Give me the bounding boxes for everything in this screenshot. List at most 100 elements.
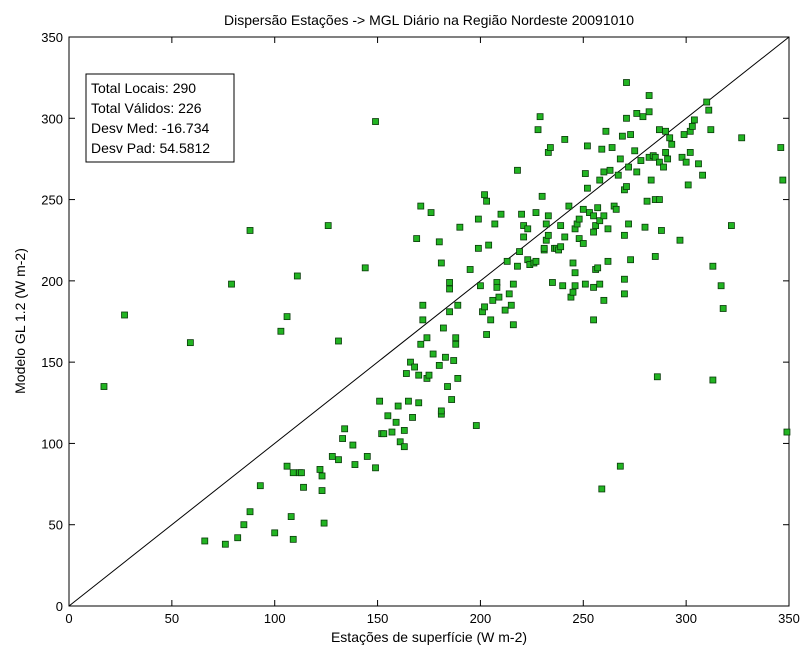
data-point [598, 145, 606, 153]
x-tick-label: 300 [675, 611, 697, 626]
data-point [584, 142, 591, 150]
data-point [645, 92, 653, 99]
data-point [444, 383, 451, 390]
data-point [234, 534, 242, 542]
stats-total-validos: Total Válidos: 226 [91, 100, 202, 116]
data-point [450, 357, 458, 364]
x-tick-label: 50 [165, 611, 179, 626]
data-point [483, 197, 491, 205]
data-point [549, 279, 556, 286]
data-point [579, 240, 587, 247]
data-point [417, 202, 425, 210]
data-point [392, 418, 400, 426]
data-point [246, 508, 254, 516]
data-point [423, 334, 431, 342]
data-point [651, 253, 659, 260]
data-point [501, 306, 509, 314]
data-point [351, 461, 359, 468]
data-point [569, 288, 577, 296]
data-point [703, 98, 711, 106]
data-point [647, 176, 655, 184]
data-point [616, 462, 624, 470]
data-point [318, 487, 326, 494]
data-point [565, 202, 573, 210]
data-point [660, 163, 667, 171]
stats-desv-pad: Desv Pad: 54.5812 [91, 140, 210, 156]
data-point [571, 282, 579, 290]
data-point [627, 256, 634, 264]
data-point [779, 176, 787, 184]
data-point [507, 301, 515, 309]
data-point [509, 321, 517, 329]
data-point [688, 123, 696, 130]
data-point [121, 311, 128, 319]
data-point [678, 153, 686, 161]
data-point [594, 264, 602, 272]
data-point [400, 443, 408, 451]
data-point [324, 222, 332, 229]
data-point [316, 466, 324, 473]
data-point [621, 275, 628, 283]
data-point [341, 425, 349, 433]
stats-desv-med: Desv Med: -16.734 [91, 120, 209, 136]
y-tick-label: 100 [41, 436, 63, 451]
data-point [427, 209, 435, 216]
data-point [363, 453, 371, 460]
data-point [534, 126, 542, 134]
data-point [454, 374, 462, 382]
data-point [394, 402, 402, 410]
data-point [452, 334, 460, 342]
data-point [641, 223, 649, 231]
y-ticks: 0 50 100 150 200 250 300 350 [41, 30, 789, 614]
data-point [446, 279, 453, 286]
data-point [456, 223, 464, 231]
data-point [777, 144, 785, 151]
stats-total-locais: Total Locais: 290 [91, 80, 196, 96]
data-point [590, 283, 597, 291]
reference-line-group [68, 36, 790, 607]
data-point [614, 171, 622, 179]
data-point [446, 308, 453, 316]
data-point [481, 303, 488, 311]
data-point [516, 248, 523, 255]
data-point [405, 397, 412, 405]
x-tick-label: 150 [367, 611, 389, 626]
data-point [631, 147, 639, 155]
y-tick-label: 50 [49, 518, 63, 533]
data-point [557, 222, 565, 229]
data-point [384, 412, 392, 420]
data-point [437, 259, 445, 267]
data-point [483, 331, 491, 338]
data-point [542, 220, 550, 228]
chart-title: Dispersão Estações -> MGL Diário na Regi… [224, 12, 634, 28]
data-point [575, 215, 583, 223]
data-point [645, 108, 653, 116]
data-point [514, 262, 521, 270]
data-point [643, 197, 651, 205]
data-point [446, 285, 453, 293]
data-point [738, 134, 746, 142]
data-point [600, 168, 608, 176]
data-point [596, 217, 604, 225]
data-point [186, 339, 194, 347]
data-point [419, 301, 427, 309]
data-point [656, 196, 663, 203]
data-point [489, 296, 497, 304]
data-point [256, 482, 264, 490]
x-tick-label: 0 [65, 611, 72, 626]
data-point [487, 316, 495, 324]
data-point [491, 220, 499, 228]
data-point [627, 131, 634, 138]
data-point [415, 371, 423, 379]
data-point [581, 170, 589, 177]
reference-line-1to1 [68, 36, 790, 607]
data-point [361, 264, 369, 272]
data-point [662, 127, 669, 135]
data-point [618, 132, 626, 140]
data-point [658, 227, 665, 234]
data-point [100, 383, 108, 390]
data-point [318, 472, 326, 480]
data-point [435, 238, 443, 246]
data-point [396, 438, 404, 446]
